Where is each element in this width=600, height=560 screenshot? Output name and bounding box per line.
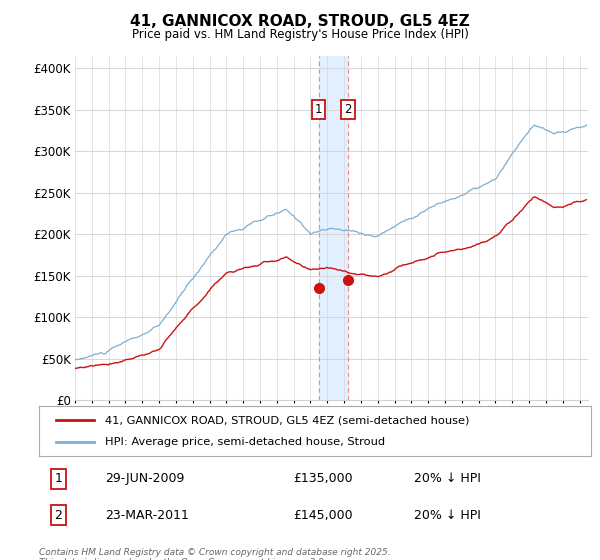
Text: 20% ↓ HPI: 20% ↓ HPI bbox=[415, 472, 481, 485]
Text: HPI: Average price, semi-detached house, Stroud: HPI: Average price, semi-detached house,… bbox=[105, 437, 385, 447]
Text: Price paid vs. HM Land Registry's House Price Index (HPI): Price paid vs. HM Land Registry's House … bbox=[131, 28, 469, 41]
Text: Contains HM Land Registry data © Crown copyright and database right 2025.
This d: Contains HM Land Registry data © Crown c… bbox=[39, 548, 391, 560]
Text: £145,000: £145,000 bbox=[293, 508, 353, 521]
Text: 1: 1 bbox=[315, 104, 322, 116]
Text: 41, GANNICOX ROAD, STROUD, GL5 4EZ: 41, GANNICOX ROAD, STROUD, GL5 4EZ bbox=[130, 14, 470, 29]
Text: 1: 1 bbox=[55, 472, 62, 485]
Text: 29-JUN-2009: 29-JUN-2009 bbox=[105, 472, 185, 485]
Text: 2: 2 bbox=[344, 104, 352, 116]
Text: 23-MAR-2011: 23-MAR-2011 bbox=[105, 508, 189, 521]
Text: £135,000: £135,000 bbox=[293, 472, 353, 485]
Text: 20% ↓ HPI: 20% ↓ HPI bbox=[415, 508, 481, 521]
Text: 41, GANNICOX ROAD, STROUD, GL5 4EZ (semi-detached house): 41, GANNICOX ROAD, STROUD, GL5 4EZ (semi… bbox=[105, 415, 470, 425]
Text: 2: 2 bbox=[55, 508, 62, 521]
